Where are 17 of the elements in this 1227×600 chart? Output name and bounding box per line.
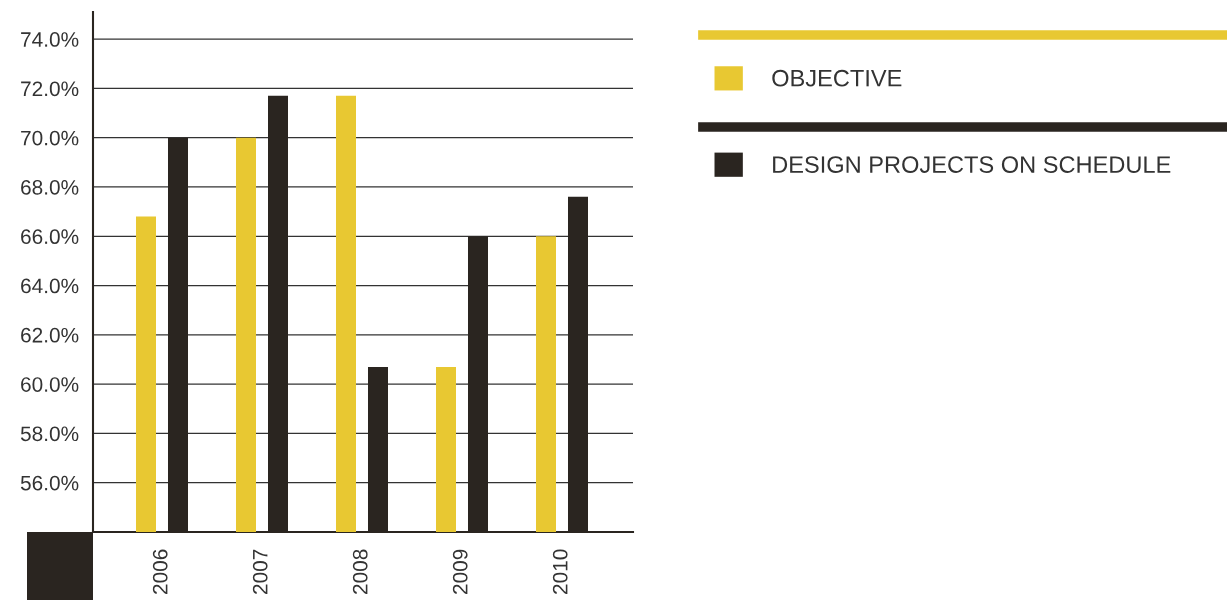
y-tick-label: 60.0% [21, 377, 79, 392]
x-tick-label: 2008 [352, 549, 368, 594]
y-tick-label: 66.0% [21, 229, 79, 245]
y-tick-label: 70.0% [21, 130, 79, 146]
x-tick-label: 2010 [552, 549, 568, 594]
y-tick-label: 62.0% [21, 327, 79, 343]
y-tick-label: 58.0% [20, 426, 79, 442]
x-tick-label: 2007 [252, 549, 268, 594]
x-tick-label: 2006 [152, 549, 168, 594]
legend-label: OBJECTIVE [772, 69, 902, 87]
y-tick-label: 74.0% [21, 32, 79, 47]
y-tick-label: 68.0% [21, 179, 79, 195]
y-tick-label: 56.0% [20, 475, 79, 491]
x-tick-label: 2009 [452, 549, 468, 594]
y-tick-label: 64.0% [21, 278, 79, 294]
y-tick-label: 72.0% [21, 81, 79, 97]
legend-label: DESIGN PROJECTS ON SCHEDULE [773, 156, 1171, 173]
